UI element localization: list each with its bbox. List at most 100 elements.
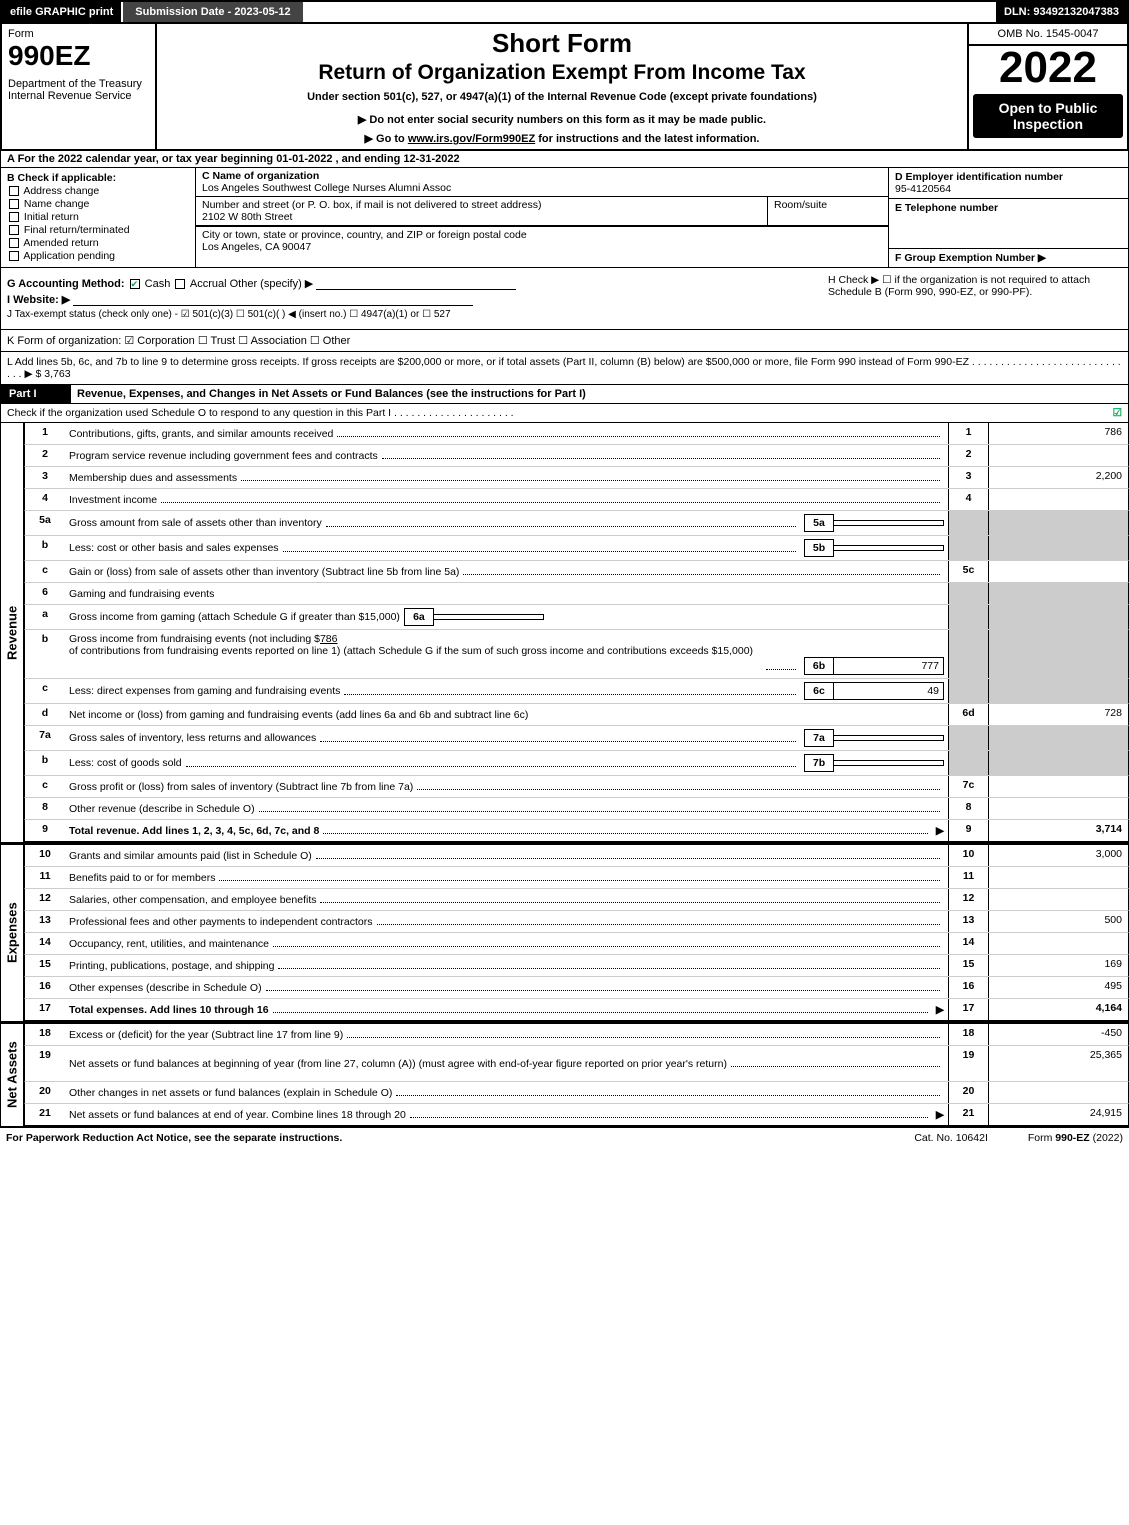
netassets-rows: 18 Excess or (deficit) for the year (Sub…	[24, 1024, 1129, 1126]
i-label: I Website: ▶	[7, 294, 70, 306]
line-14: 14 Occupancy, rent, utilities, and maint…	[24, 933, 1129, 955]
section-b-title: B Check if applicable:	[7, 172, 189, 184]
goto-post: for instructions and the latest informat…	[535, 133, 759, 145]
do-not-ssn: ▶ Do not enter social security numbers o…	[167, 113, 957, 126]
org-name-value: Los Angeles Southwest College Nurses Alu…	[202, 182, 451, 194]
tax-year: 2022	[969, 46, 1127, 90]
netassets-section: Net Assets 18 Excess or (deficit) for th…	[0, 1022, 1129, 1127]
website-field[interactable]	[73, 294, 473, 306]
line-6b: b Gross income from fundraising events (…	[24, 630, 1129, 679]
line-8: 8 Other revenue (describe in Schedule O)…	[24, 798, 1129, 820]
goto-link-line: ▶ Go to www.irs.gov/Form990EZ for instru…	[167, 132, 957, 145]
footer-formref: Form 990-EZ (2022)	[1028, 1132, 1123, 1144]
street-value: 2102 W 80th Street	[202, 211, 292, 223]
cb-address-change[interactable]: Address change	[7, 185, 189, 197]
line-7c: c Gross profit or (loss) from sales of i…	[24, 776, 1129, 798]
group-exempt-label: F Group Exemption Number ▶	[895, 252, 1046, 264]
g-label: G Accounting Method:	[7, 278, 125, 290]
goto-link[interactable]: www.irs.gov/Form990EZ	[408, 133, 535, 145]
part1-subtitle: Check if the organization used Schedule …	[7, 407, 514, 419]
line-5a: 5a Gross amount from sale of assets othe…	[24, 511, 1129, 536]
city-label: City or town, state or province, country…	[202, 229, 527, 241]
page-footer: For Paperwork Reduction Act Notice, see …	[0, 1127, 1129, 1148]
part1-subtitle-row: Check if the organization used Schedule …	[0, 404, 1129, 423]
department-label: Department of the Treasury Internal Reve…	[8, 78, 149, 102]
goto-pre: ▶ Go to	[365, 133, 408, 145]
section-g: G Accounting Method: Cash Accrual Other …	[7, 277, 822, 290]
cb-initial-return[interactable]: Initial return	[7, 211, 189, 223]
revenue-rows: 1 Contributions, gifts, grants, and simi…	[24, 423, 1129, 842]
org-name-row: C Name of organization Los Angeles South…	[196, 168, 888, 197]
block-ghij: G Accounting Method: Cash Accrual Other …	[0, 268, 1129, 330]
header-left: Form 990EZ Department of the Treasury In…	[2, 24, 157, 149]
cb-final-return[interactable]: Final return/terminated	[7, 224, 189, 236]
cb-application-pending[interactable]: Application pending	[7, 250, 189, 262]
part1-label: Part I	[1, 385, 71, 403]
efile-label: efile GRAPHIC print	[2, 2, 121, 22]
form-number: 990EZ	[8, 40, 149, 72]
ghij-left: G Accounting Method: Cash Accrual Other …	[7, 274, 822, 323]
line-7a: 7a Gross sales of inventory, less return…	[24, 726, 1129, 751]
expenses-section: Expenses 10 Grants and similar amounts p…	[0, 843, 1129, 1022]
line-7b: b Less: cost of goods sold 7b	[24, 751, 1129, 776]
section-l: L Add lines 5b, 6c, and 7b to line 9 to …	[0, 352, 1129, 385]
line-9: 9 Total revenue. Add lines 1, 2, 3, 4, 5…	[24, 820, 1129, 842]
cb-cash[interactable]	[130, 279, 140, 289]
part1-header-row: Part I Revenue, Expenses, and Changes in…	[0, 385, 1129, 404]
return-title: Return of Organization Exempt From Incom…	[167, 61, 957, 85]
cb-accrual[interactable]	[175, 279, 185, 289]
short-form-title: Short Form	[167, 28, 957, 59]
section-i: I Website: ▶	[7, 293, 822, 306]
line-6: 6 Gaming and fundraising events	[24, 583, 1129, 605]
form-header: Form 990EZ Department of the Treasury In…	[0, 24, 1129, 151]
street-cell: Number and street (or P. O. box, if mail…	[196, 197, 768, 225]
street-label: Number and street (or P. O. box, if mail…	[202, 199, 541, 211]
line-2: 2 Program service revenue including gove…	[24, 445, 1129, 467]
footer-notice: For Paperwork Reduction Act Notice, see …	[6, 1132, 874, 1144]
line-13: 13 Professional fees and other payments …	[24, 911, 1129, 933]
city-value: Los Angeles, CA 90047	[202, 241, 311, 253]
section-def: D Employer identification number 95-4120…	[888, 168, 1128, 267]
block-bcdef: B Check if applicable: Address change Na…	[0, 168, 1129, 268]
room-label: Room/suite	[774, 199, 827, 211]
cb-amended-return[interactable]: Amended return	[7, 237, 189, 249]
line-5b: b Less: cost or other basis and sales ex…	[24, 536, 1129, 561]
line-11: 11 Benefits paid to or for members 11	[24, 867, 1129, 889]
org-name-label: C Name of organization	[202, 170, 319, 182]
line-3: 3 Membership dues and assessments 3 2,20…	[24, 467, 1129, 489]
header-center: Short Form Return of Organization Exempt…	[157, 24, 967, 149]
form-label: Form	[8, 28, 149, 40]
cb-name-change[interactable]: Name change	[7, 198, 189, 210]
ein-value: 95-4120564	[895, 183, 951, 195]
part1-checkbox[interactable]: ☑	[1113, 407, 1122, 419]
revenue-label: Revenue	[0, 423, 24, 842]
city-row: City or town, state or province, country…	[196, 226, 888, 255]
section-j: J Tax-exempt status (check only one) - ☑…	[7, 309, 822, 320]
footer-catno: Cat. No. 10642I	[914, 1132, 988, 1144]
line-6d: d Net income or (loss) from gaming and f…	[24, 704, 1129, 726]
netassets-label: Net Assets	[0, 1024, 24, 1126]
phone-label: E Telephone number	[895, 202, 998, 214]
top-bar: efile GRAPHIC print Submission Date - 20…	[0, 0, 1129, 24]
room-cell: Room/suite	[768, 197, 888, 225]
line-5c: c Gain or (loss) from sale of assets oth…	[24, 561, 1129, 583]
dln-label: DLN: 93492132047383	[996, 2, 1127, 22]
header-subtitle: Under section 501(c), 527, or 4947(a)(1)…	[167, 91, 957, 103]
open-public-badge: Open to Public Inspection	[973, 94, 1123, 138]
line-18: 18 Excess or (deficit) for the year (Sub…	[24, 1024, 1129, 1046]
section-c: C Name of organization Los Angeles South…	[196, 168, 888, 267]
line-15: 15 Printing, publications, postage, and …	[24, 955, 1129, 977]
g-other-field[interactable]	[316, 278, 516, 290]
part1-title: Revenue, Expenses, and Changes in Net As…	[71, 385, 1128, 403]
topbar-spacer	[303, 2, 996, 22]
expenses-label: Expenses	[0, 845, 24, 1021]
address-row: Number and street (or P. O. box, if mail…	[196, 197, 888, 226]
line-6c: c Less: direct expenses from gaming and …	[24, 679, 1129, 704]
section-k: K Form of organization: ☑ Corporation ☐ …	[0, 330, 1129, 352]
line-16: 16 Other expenses (describe in Schedule …	[24, 977, 1129, 999]
section-b: B Check if applicable: Address change Na…	[1, 168, 196, 267]
line-20: 20 Other changes in net assets or fund b…	[24, 1082, 1129, 1104]
line-12: 12 Salaries, other compensation, and emp…	[24, 889, 1129, 911]
line-19: 19 Net assets or fund balances at beginn…	[24, 1046, 1129, 1082]
line-1: 1 Contributions, gifts, grants, and simi…	[24, 423, 1129, 445]
